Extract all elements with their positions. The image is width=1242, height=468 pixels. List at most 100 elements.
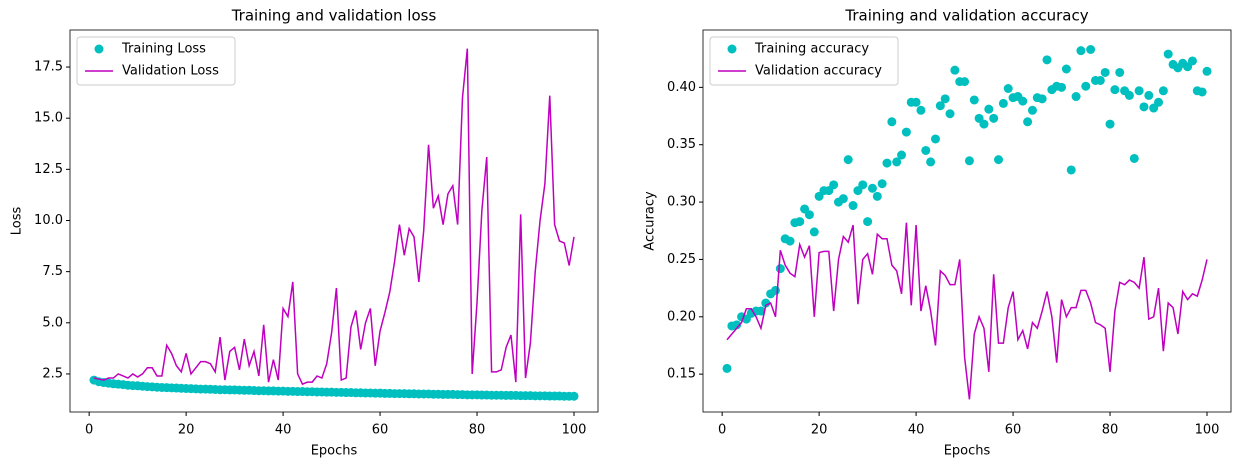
chart-title: Training and validation accuracy [844, 7, 1088, 25]
x-tick-label: 20 [178, 423, 195, 438]
y-tick-label: 12.5 [34, 162, 63, 177]
data-point [994, 155, 1004, 165]
data-point [569, 391, 579, 401]
data-point [1115, 67, 1125, 77]
y-axis-label: Loss [10, 207, 25, 236]
data-point [1105, 119, 1115, 129]
data-point [950, 65, 960, 75]
data-point [887, 117, 897, 127]
legend-marker [94, 44, 104, 54]
data-point [916, 105, 926, 115]
data-point [897, 150, 907, 160]
legend-box [76, 36, 236, 86]
y-tick-label: 17.5 [34, 60, 63, 75]
legend-box [709, 36, 899, 86]
x-tick-label: 40 [275, 423, 292, 438]
legend-label: Training accuracy [754, 42, 869, 57]
y-tick-label: 2.5 [42, 366, 63, 381]
chart-title: Training and validation loss [231, 7, 437, 25]
x-tick-label: 60 [1005, 423, 1022, 438]
data-point [945, 109, 955, 119]
x-tick-label: 40 [908, 423, 925, 438]
data-point [785, 236, 795, 246]
data-point [863, 217, 873, 227]
data-point [1187, 56, 1197, 66]
y-tick-label: 0.30 [667, 195, 696, 210]
data-point [935, 101, 945, 111]
data-point [795, 217, 805, 227]
x-tick-label: 0 [718, 423, 726, 438]
data-point [858, 180, 868, 190]
data-point [1071, 92, 1081, 102]
data-point [770, 285, 780, 295]
data-point [901, 127, 911, 137]
data-point [1110, 85, 1120, 95]
data-point [1042, 55, 1052, 65]
data-point [1202, 66, 1212, 76]
x-tick-label: 100 [562, 423, 587, 438]
data-point [969, 95, 979, 105]
x-tick-label: 0 [85, 423, 93, 438]
data-point [732, 320, 742, 330]
plot-frame [69, 29, 599, 413]
x-tick-label: 80 [1102, 423, 1119, 438]
data-point [838, 194, 848, 204]
data-point [843, 155, 853, 165]
data-point [998, 98, 1008, 108]
data-point [1057, 82, 1067, 92]
x-axis-label: Epochs [944, 444, 991, 459]
y-tick-label: 0.15 [667, 367, 696, 382]
data-point [775, 264, 785, 274]
y-tick-label: 0.25 [667, 252, 696, 267]
data-point [926, 157, 936, 167]
data-line [93, 48, 575, 386]
y-axis-label: Accuracy [643, 191, 658, 251]
legend-label: Training Loss [121, 42, 206, 57]
legend-label: Validation accuracy [755, 64, 882, 79]
legend-label: Validation Loss [122, 64, 219, 79]
y-tick-label: 0.40 [667, 80, 696, 95]
x-tick-label: 80 [469, 423, 486, 438]
y-tick-label: 10.0 [34, 213, 63, 228]
data-point [960, 77, 970, 87]
data-point [809, 227, 819, 237]
data-point [1027, 105, 1037, 115]
data-point [1066, 165, 1076, 175]
data-point [1154, 97, 1164, 107]
data-point [1139, 102, 1149, 112]
data-point [1023, 117, 1033, 127]
y-tick-label: 0.20 [667, 309, 696, 324]
data-point [979, 119, 989, 129]
data-point [829, 180, 839, 190]
data-point [848, 201, 858, 211]
data-point [940, 94, 950, 104]
data-point [761, 298, 771, 308]
data-point [1003, 84, 1013, 94]
data-point [1076, 46, 1086, 56]
data-point [892, 157, 902, 167]
y-tick-label: 15.0 [34, 111, 63, 126]
data-point [1129, 153, 1139, 163]
data-point [804, 210, 814, 220]
data-point [1018, 96, 1028, 106]
x-tick-label: 20 [811, 423, 828, 438]
data-point [911, 97, 921, 107]
data-point [882, 158, 892, 168]
data-point [921, 145, 931, 155]
data-point [867, 183, 877, 193]
data-point [1086, 45, 1096, 55]
data-point [989, 113, 999, 123]
plot-frame [702, 29, 1232, 413]
y-tick-label: 5.0 [42, 315, 63, 330]
x-tick-label: 60 [372, 423, 389, 438]
legend-marker [727, 44, 737, 54]
data-point [756, 306, 766, 316]
data-point [930, 134, 940, 144]
data-point [722, 363, 732, 373]
data-line [726, 222, 1208, 400]
data-point [1197, 87, 1207, 97]
data-point [1134, 86, 1144, 96]
data-point [1100, 67, 1110, 77]
x-tick-label: 100 [1195, 423, 1220, 438]
